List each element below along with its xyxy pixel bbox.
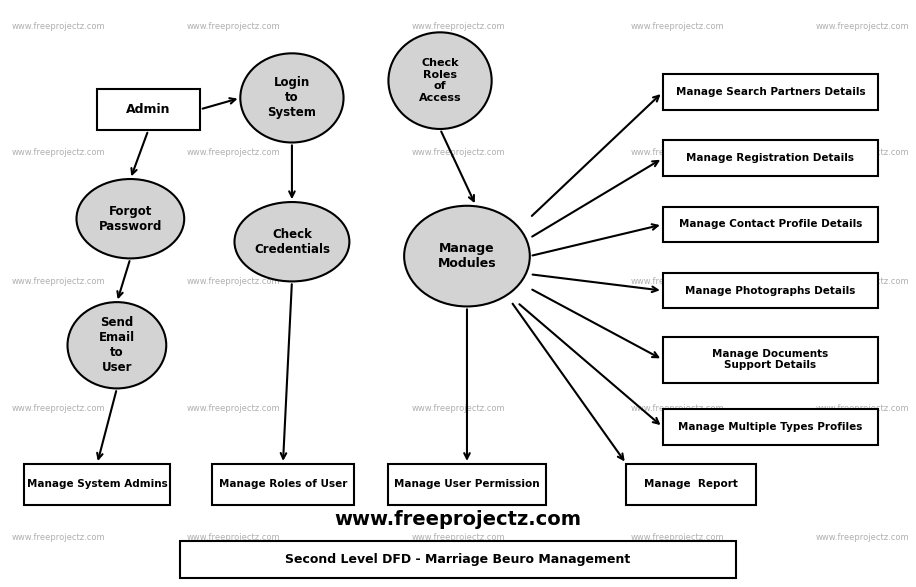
Text: www.freeprojectz.com: www.freeprojectz.com bbox=[815, 534, 909, 542]
Text: www.freeprojectz.com: www.freeprojectz.com bbox=[12, 278, 105, 286]
Text: www.freeprojectz.com: www.freeprojectz.com bbox=[411, 404, 505, 413]
Text: Check
Credentials: Check Credentials bbox=[254, 228, 330, 256]
Text: www.freeprojectz.com: www.freeprojectz.com bbox=[12, 404, 105, 413]
Text: Manage Contact Profile Details: Manage Contact Profile Details bbox=[679, 220, 862, 230]
Text: www.freeprojectz.com: www.freeprojectz.com bbox=[187, 278, 280, 286]
Ellipse shape bbox=[240, 53, 344, 143]
Ellipse shape bbox=[404, 206, 529, 306]
Bar bbox=[24, 464, 170, 505]
Text: www.freeprojectz.com: www.freeprojectz.com bbox=[187, 148, 280, 157]
Text: www.freeprojectz.com: www.freeprojectz.com bbox=[411, 148, 505, 157]
Text: www.freeprojectz.com: www.freeprojectz.com bbox=[631, 22, 725, 31]
Text: www.freeprojectz.com: www.freeprojectz.com bbox=[815, 22, 909, 31]
Text: Forgot
Password: Forgot Password bbox=[99, 205, 162, 232]
Text: Manage  Report: Manage Report bbox=[645, 480, 738, 490]
Text: Manage Search Partners Details: Manage Search Partners Details bbox=[676, 87, 866, 97]
Bar bbox=[97, 89, 200, 130]
Ellipse shape bbox=[68, 302, 167, 389]
Text: www.freeprojectz.com: www.freeprojectz.com bbox=[187, 534, 280, 542]
Text: www.freeprojectz.com: www.freeprojectz.com bbox=[411, 534, 505, 542]
Bar bbox=[662, 273, 878, 308]
Text: www.freeprojectz.com: www.freeprojectz.com bbox=[187, 22, 280, 31]
Text: www.freeprojectz.com: www.freeprojectz.com bbox=[12, 534, 105, 542]
Text: Second Level DFD - Marriage Beuro Management: Second Level DFD - Marriage Beuro Manage… bbox=[286, 553, 630, 566]
Bar bbox=[662, 207, 878, 242]
Text: www.freeprojectz.com: www.freeprojectz.com bbox=[815, 278, 909, 286]
Text: Manage Multiple Types Profiles: Manage Multiple Types Profiles bbox=[678, 422, 863, 432]
Text: www.freeprojectz.com: www.freeprojectz.com bbox=[631, 534, 725, 542]
Text: www.freeprojectz.com: www.freeprojectz.com bbox=[334, 510, 582, 529]
Text: www.freeprojectz.com: www.freeprojectz.com bbox=[411, 278, 505, 286]
Text: Login
to
System: Login to System bbox=[267, 76, 316, 119]
Text: www.freeprojectz.com: www.freeprojectz.com bbox=[12, 22, 105, 31]
Bar bbox=[627, 464, 757, 505]
Ellipse shape bbox=[234, 202, 349, 281]
Text: www.freeprojectz.com: www.freeprojectz.com bbox=[815, 148, 909, 157]
Text: www.freeprojectz.com: www.freeprojectz.com bbox=[187, 404, 280, 413]
Bar bbox=[662, 140, 878, 176]
Bar bbox=[662, 336, 878, 383]
Text: Admin: Admin bbox=[126, 103, 170, 116]
Text: Manage Documents
Support Details: Manage Documents Support Details bbox=[713, 349, 828, 370]
Text: www.freeprojectz.com: www.freeprojectz.com bbox=[411, 22, 505, 31]
Ellipse shape bbox=[388, 32, 492, 129]
Text: Manage
Modules: Manage Modules bbox=[438, 242, 496, 270]
Text: Manage Roles of User: Manage Roles of User bbox=[219, 480, 347, 490]
Text: www.freeprojectz.com: www.freeprojectz.com bbox=[631, 278, 725, 286]
Bar bbox=[180, 541, 736, 578]
Bar bbox=[212, 464, 354, 505]
Text: www.freeprojectz.com: www.freeprojectz.com bbox=[631, 148, 725, 157]
Bar bbox=[662, 75, 878, 110]
Text: Check
Roles
of
Access: Check Roles of Access bbox=[419, 58, 462, 103]
Text: Manage Registration Details: Manage Registration Details bbox=[686, 153, 855, 163]
Text: www.freeprojectz.com: www.freeprojectz.com bbox=[12, 148, 105, 157]
Text: Send
Email
to
User: Send Email to User bbox=[99, 316, 135, 375]
Ellipse shape bbox=[77, 179, 184, 258]
Text: www.freeprojectz.com: www.freeprojectz.com bbox=[631, 404, 725, 413]
Bar bbox=[662, 409, 878, 445]
Text: Manage System Admins: Manage System Admins bbox=[27, 480, 168, 490]
Text: Manage Photographs Details: Manage Photographs Details bbox=[685, 286, 856, 296]
Text: www.freeprojectz.com: www.freeprojectz.com bbox=[815, 404, 909, 413]
Text: Manage User Permission: Manage User Permission bbox=[394, 480, 540, 490]
Bar bbox=[388, 464, 546, 505]
